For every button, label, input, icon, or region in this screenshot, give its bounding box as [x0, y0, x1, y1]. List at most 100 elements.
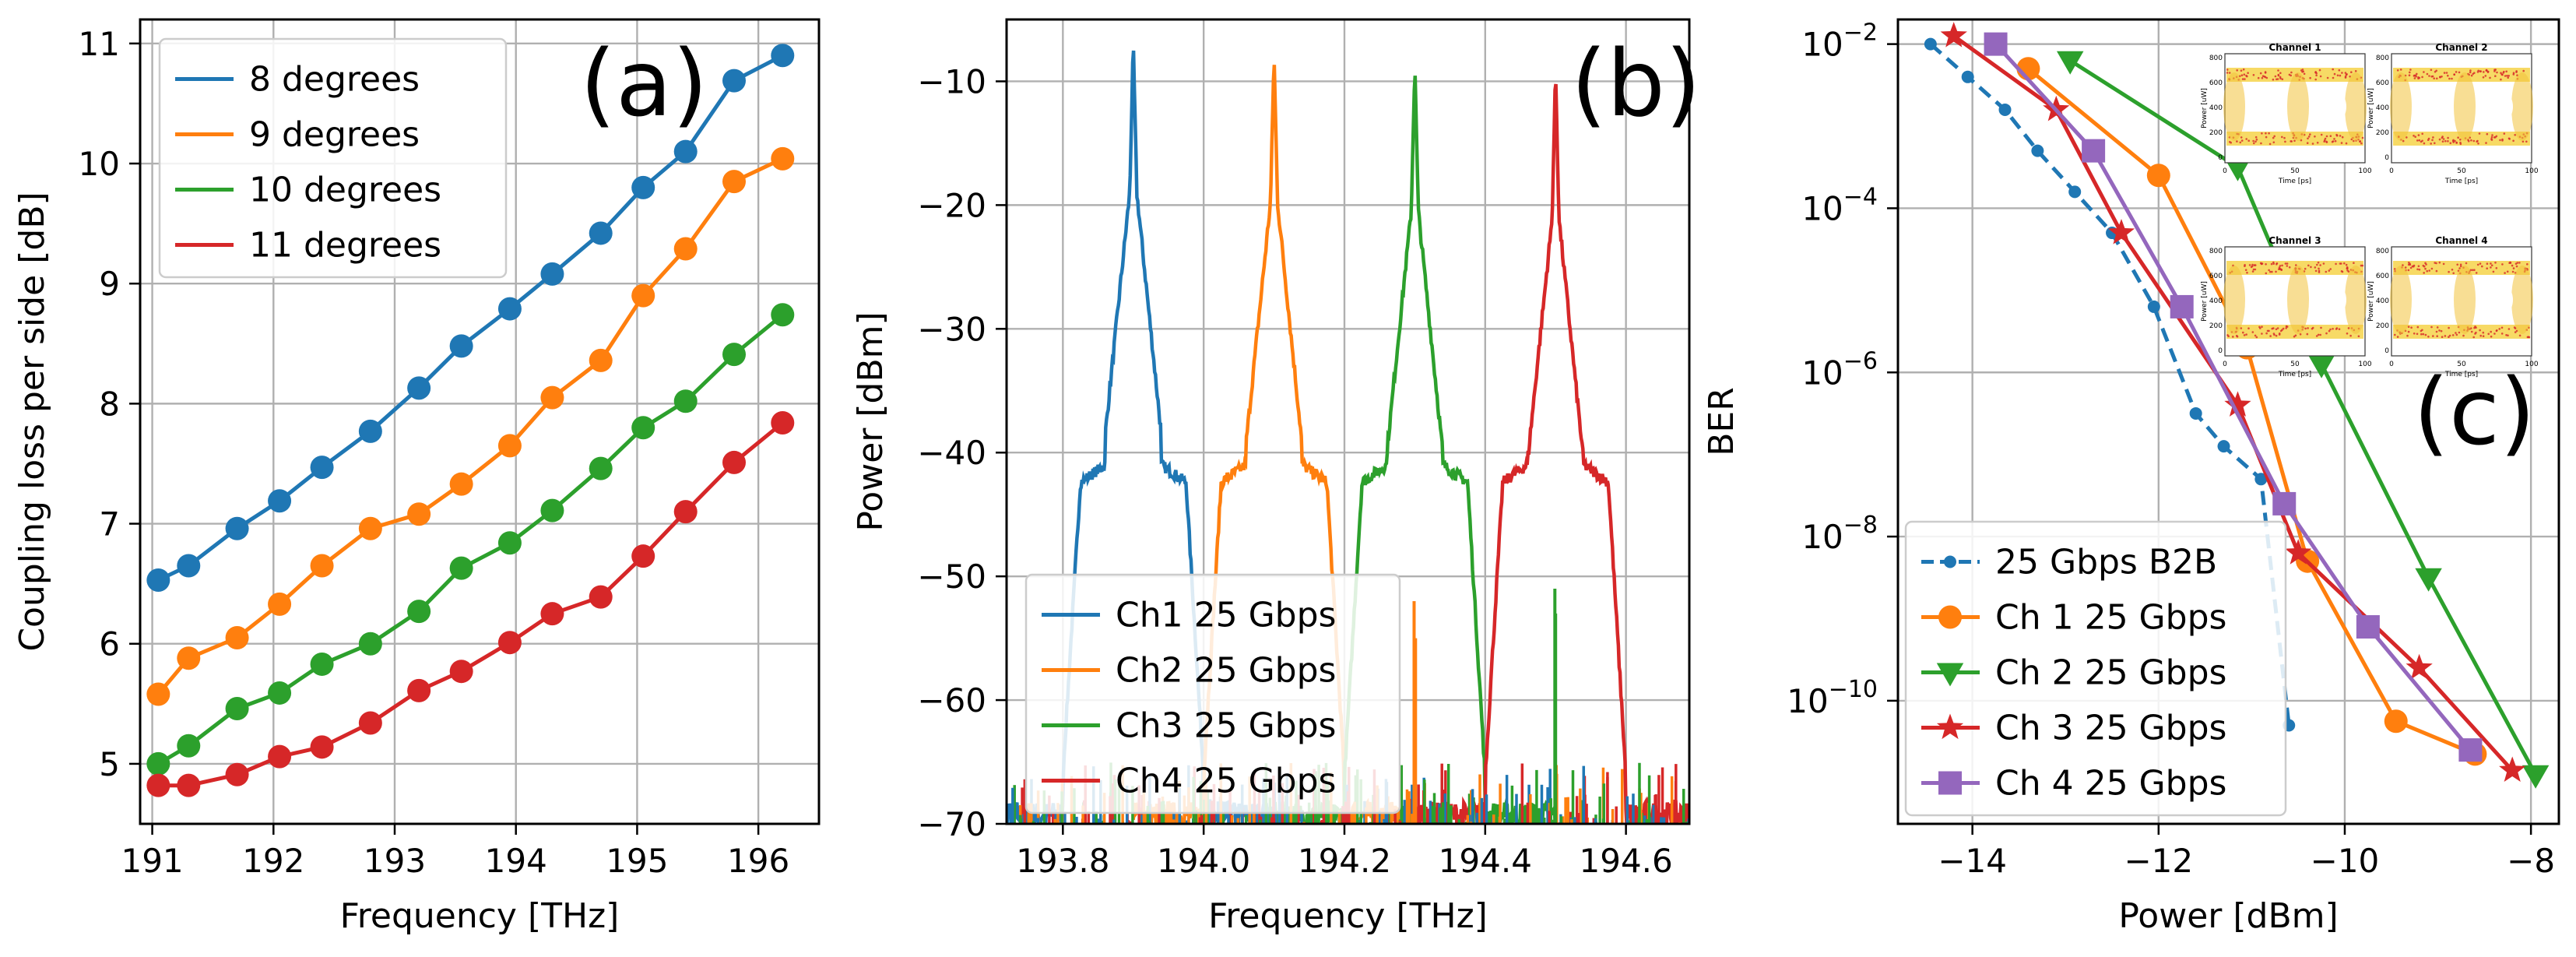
- eye-sample: [2501, 139, 2504, 142]
- eye-y-tick: 600: [2376, 79, 2389, 87]
- eye-x-tick: 50: [2457, 167, 2466, 175]
- eye-sample: [2281, 329, 2283, 332]
- eye-sample: [2477, 69, 2479, 72]
- eye-sample: [2263, 76, 2266, 78]
- eye-sample: [2265, 76, 2268, 79]
- eye-x-label: Time [ps]: [2278, 371, 2311, 378]
- eye-sample: [2475, 272, 2478, 274]
- eye-sample: [2325, 270, 2328, 273]
- eye-sample: [2246, 271, 2248, 274]
- data-point: [2082, 139, 2106, 163]
- eye-sample: [2471, 269, 2474, 272]
- eye-crossing: [2345, 266, 2367, 334]
- data-point: [673, 500, 698, 524]
- y-tick-label: 7: [99, 505, 120, 544]
- eye-sample: [2420, 140, 2423, 143]
- eye-sample: [2275, 334, 2278, 337]
- eye-sample: [2455, 333, 2458, 336]
- eye-sample: [2286, 325, 2289, 328]
- eye-sample: [2496, 329, 2498, 332]
- eye-opening: [2309, 86, 2346, 127]
- eye-sample: [2334, 139, 2337, 142]
- y-tick-label: −10: [917, 62, 986, 100]
- eye-sample: [2329, 135, 2332, 137]
- eye-sample: [2278, 332, 2281, 335]
- eye-sample: [2508, 138, 2511, 140]
- eye-sample: [2470, 139, 2472, 142]
- eye-sample: [2431, 75, 2434, 78]
- eye-sample: [2245, 333, 2247, 336]
- legend-c-label: Ch 1 25 Gbps: [1995, 598, 2226, 638]
- eye-sample: [2394, 333, 2396, 336]
- eye-sample: [2328, 329, 2331, 332]
- data-point: [1924, 37, 1937, 51]
- series-line-Ch-1-25-Gbps: [2026, 67, 2476, 756]
- eye-sample: [2470, 330, 2473, 333]
- eye-sample: [2347, 270, 2350, 273]
- eye-sample: [2490, 335, 2493, 338]
- data-point: [2406, 653, 2433, 680]
- eye-y-tick: 200: [2209, 322, 2223, 330]
- data-point: [540, 602, 564, 626]
- eye-sample: [2290, 140, 2292, 142]
- y-tick-label: 8: [99, 385, 120, 423]
- eye-sample: [2279, 72, 2282, 75]
- eye-sample: [2242, 68, 2245, 71]
- legend-c-label: Ch 4 25 Gbps: [1995, 764, 2226, 804]
- eye-sample: [2277, 69, 2279, 72]
- data-point: [310, 456, 334, 480]
- eye-sample: [2484, 75, 2487, 77]
- eye-sample: [2344, 72, 2347, 74]
- eye-sample: [2438, 138, 2441, 141]
- eye-sample: [2354, 70, 2357, 72]
- eye-sample: [2441, 76, 2443, 78]
- data-point: [631, 544, 655, 568]
- eye-x-tick: 0: [2389, 361, 2394, 368]
- eye-sample: [2254, 140, 2257, 143]
- eye-y-tick: 0: [2384, 347, 2389, 355]
- eye-sample: [2435, 269, 2438, 273]
- eye-sample: [2507, 334, 2509, 337]
- eye-sample: [2259, 327, 2261, 329]
- eye-sample: [2332, 76, 2335, 79]
- data-point: [225, 626, 249, 650]
- eye-y-tick: 600: [2209, 79, 2223, 87]
- eye-sample: [2455, 332, 2457, 334]
- eye-sample: [2331, 140, 2334, 143]
- eye-sample: [2293, 335, 2296, 338]
- eye-sample: [2285, 327, 2287, 329]
- legend-b-label: Ch1 25 Gbps: [1116, 596, 1336, 635]
- data-point: [449, 334, 473, 358]
- legend-c-marker: [1936, 713, 1964, 740]
- data-point: [2499, 756, 2526, 782]
- eye-sample: [2473, 72, 2476, 74]
- eye-sample: [2261, 132, 2263, 135]
- eye-sample: [2416, 268, 2419, 271]
- eye-crossing: [2223, 266, 2245, 334]
- eye-sample: [2435, 330, 2438, 333]
- eye-crossing: [2345, 72, 2367, 141]
- eye-sample: [2282, 327, 2285, 330]
- eye-sample: [2341, 270, 2344, 273]
- eye-opening: [2476, 86, 2513, 127]
- eye-sample: [2335, 328, 2338, 330]
- data-point: [631, 416, 655, 440]
- eye-title: Channel 3: [2268, 235, 2321, 246]
- eye-sample: [2423, 142, 2426, 145]
- spectrum-Ch3-25-Gbps: [1272, 76, 1558, 824]
- eye-sample: [2329, 268, 2332, 270]
- eye-sample: [2243, 73, 2246, 76]
- eye-sample: [2241, 78, 2244, 80]
- eye-sample: [2493, 136, 2496, 139]
- eye-sample: [2319, 333, 2321, 336]
- series-line-10-degrees: [157, 313, 784, 766]
- legend-a-label: 10 degrees: [249, 171, 441, 210]
- eye-sample: [2417, 76, 2420, 79]
- eye-sample: [2273, 135, 2276, 138]
- eye-sample: [2255, 139, 2258, 141]
- data-point: [673, 139, 698, 164]
- eye-sample: [2504, 272, 2506, 274]
- data-point: [2224, 157, 2251, 181]
- eye-sample: [2444, 335, 2447, 337]
- eye-sample: [2320, 326, 2322, 329]
